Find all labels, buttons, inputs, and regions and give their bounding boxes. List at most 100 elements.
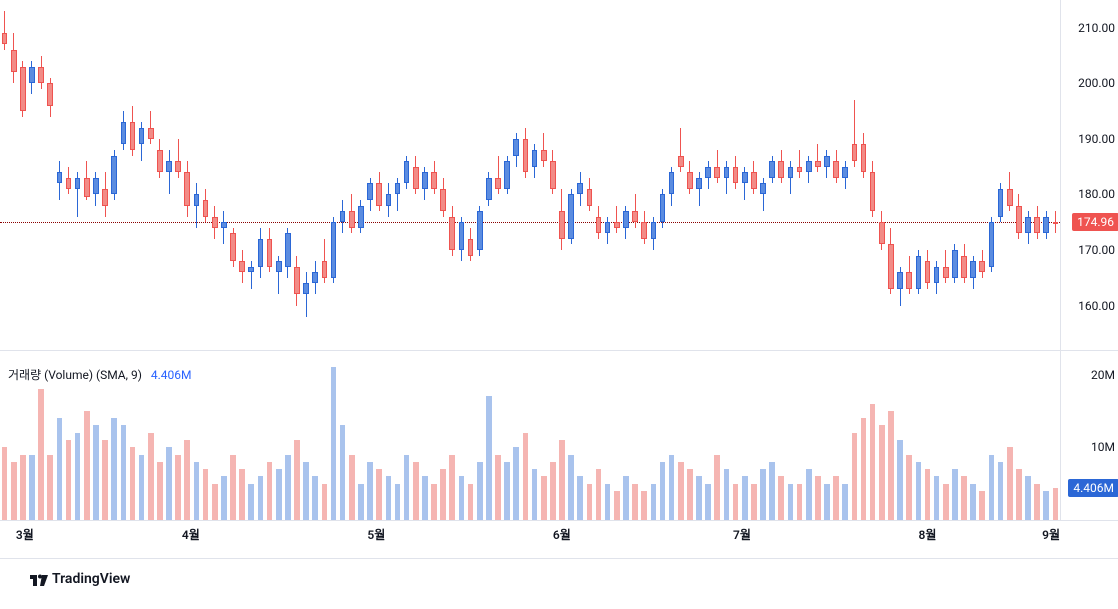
volume-legend-value: 4.406M bbox=[151, 368, 192, 382]
candle-body bbox=[979, 261, 985, 272]
volume-bar bbox=[724, 469, 730, 520]
volume-bar bbox=[148, 433, 154, 520]
candle-wick bbox=[306, 272, 307, 316]
candle-body bbox=[486, 178, 492, 200]
candle-body bbox=[248, 267, 254, 273]
candle-body bbox=[148, 128, 154, 139]
volume-bar bbox=[906, 455, 912, 520]
candle-body bbox=[961, 256, 967, 278]
candle-body bbox=[824, 156, 830, 167]
volume-bar bbox=[184, 440, 190, 520]
volume-bar bbox=[294, 440, 300, 520]
volume-bar bbox=[605, 484, 611, 520]
volume-bar bbox=[75, 433, 81, 520]
volume-bar bbox=[852, 433, 858, 520]
volume-bar bbox=[47, 455, 53, 520]
candle-body bbox=[184, 172, 190, 205]
candle-body bbox=[258, 239, 264, 267]
last-price-line bbox=[0, 222, 1060, 223]
candle-body bbox=[861, 144, 867, 172]
candle-body bbox=[916, 256, 922, 289]
candle-wick bbox=[223, 211, 224, 244]
volume-bar bbox=[952, 469, 958, 520]
candle-body bbox=[358, 206, 364, 228]
volume-bar bbox=[340, 425, 346, 520]
candle-body bbox=[678, 156, 684, 167]
candle-body bbox=[1025, 217, 1031, 234]
candle-wick bbox=[799, 150, 800, 178]
xaxis-panel[interactable]: 3월4월5월6월7월8월9월 bbox=[0, 520, 1060, 550]
volume-bar bbox=[806, 469, 812, 520]
volume-bar bbox=[660, 462, 666, 520]
candle-body bbox=[495, 178, 501, 189]
candle-body bbox=[66, 178, 72, 189]
candle-body bbox=[431, 172, 437, 189]
xaxis-tick: 5월 bbox=[367, 526, 385, 543]
candle-body bbox=[157, 150, 163, 172]
volume-bar bbox=[121, 425, 127, 520]
volume-last-tag: 4.406M bbox=[1068, 479, 1118, 497]
candle-body bbox=[11, 50, 17, 72]
candle-body bbox=[888, 244, 894, 288]
volume-bar bbox=[130, 447, 136, 520]
candle-body bbox=[952, 250, 958, 278]
candle-body bbox=[349, 211, 355, 228]
candle-body bbox=[523, 139, 529, 172]
candle-body bbox=[669, 172, 675, 194]
volume-bar bbox=[376, 469, 382, 520]
candle-body bbox=[906, 272, 912, 289]
candle-body bbox=[833, 161, 839, 178]
candle-body bbox=[925, 261, 931, 283]
volume-bar bbox=[687, 469, 693, 520]
volume-bar bbox=[760, 469, 766, 520]
candle-body bbox=[468, 239, 474, 256]
volume-bar bbox=[358, 484, 364, 520]
volume-bar bbox=[696, 476, 702, 520]
volume-bar bbox=[57, 418, 63, 520]
volume-bar bbox=[833, 476, 839, 520]
volume-bar bbox=[842, 484, 848, 520]
volume-bar bbox=[230, 455, 236, 520]
volume-bar bbox=[788, 484, 794, 520]
price-axis-tick: 170.00 bbox=[1078, 243, 1115, 257]
volume-bar bbox=[751, 484, 757, 520]
attribution-text: TradingView bbox=[52, 571, 130, 587]
volume-bar bbox=[641, 491, 647, 520]
volume-bar bbox=[331, 367, 337, 520]
price-axis[interactable]: 174.96 160.00170.00180.00190.00200.00210… bbox=[1060, 0, 1118, 351]
volume-bar bbox=[221, 476, 227, 520]
candle-body bbox=[806, 161, 812, 172]
volume-bar bbox=[970, 484, 976, 520]
candle-body bbox=[623, 211, 629, 228]
volume-axis-tick: 20M bbox=[1091, 368, 1115, 382]
candle-body bbox=[38, 67, 44, 84]
volume-axis[interactable]: 4.406M 10M20M bbox=[1060, 360, 1118, 521]
candle-body bbox=[577, 183, 583, 194]
price-panel[interactable] bbox=[0, 0, 1060, 351]
chart-root: 174.96 160.00170.00180.00190.00200.00210… bbox=[0, 0, 1118, 609]
price-axis-tick: 190.00 bbox=[1078, 132, 1115, 146]
volume-bar bbox=[413, 462, 419, 520]
volume-bar bbox=[1016, 469, 1022, 520]
volume-bar bbox=[587, 484, 593, 520]
volume-panel[interactable]: 거래량 (Volume) (SMA, 9) 4.406M bbox=[0, 360, 1060, 521]
candle-body bbox=[513, 139, 519, 156]
volume-bar bbox=[1034, 484, 1040, 520]
candle-body bbox=[696, 178, 702, 189]
candle-body bbox=[267, 239, 273, 267]
volume-bar bbox=[477, 462, 483, 520]
candle-body bbox=[568, 194, 574, 238]
candle-body bbox=[550, 161, 556, 189]
candle-body bbox=[532, 150, 538, 167]
candle-body bbox=[742, 172, 748, 183]
candle-body bbox=[303, 283, 309, 294]
volume-bar bbox=[349, 455, 355, 520]
attribution-row: TradingView bbox=[0, 558, 1118, 598]
candle-body bbox=[769, 161, 775, 178]
volume-bar bbox=[1007, 447, 1013, 520]
tradingview-logo[interactable]: TradingView bbox=[30, 571, 130, 587]
volume-bar bbox=[468, 484, 474, 520]
volume-bar bbox=[979, 491, 985, 520]
xaxis-tick: 9월 bbox=[1042, 526, 1060, 543]
candle-body bbox=[651, 222, 657, 239]
